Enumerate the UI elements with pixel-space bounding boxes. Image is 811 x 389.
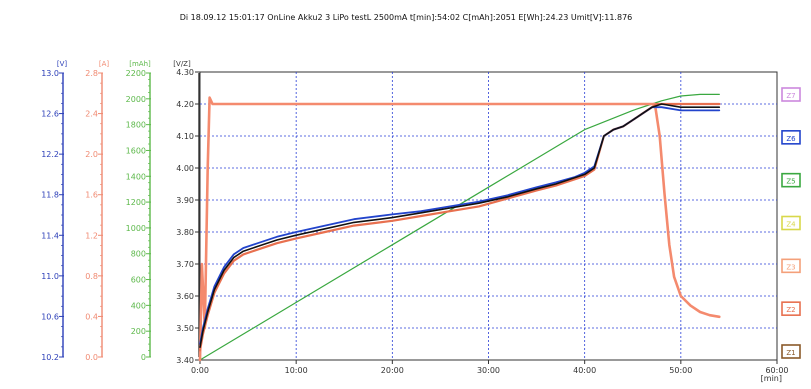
x-tick-label: 50:00 <box>669 366 692 375</box>
capacity-tick-label: 600 <box>131 276 146 285</box>
capacity-tick-label: 400 <box>131 301 146 310</box>
capacity-tick-label: 1000 <box>126 224 146 233</box>
legend-box <box>781 130 801 145</box>
cell-voltage-tick-label: 3.80 <box>176 228 194 237</box>
series-current-line <box>198 96 721 362</box>
chart-header: Di 18.09.12 15:01:17 OnLine Akku2 3 LiPo… <box>180 13 633 22</box>
x-tick-label: 0:00 <box>191 366 209 375</box>
x-axis-label: [min] <box>761 374 782 383</box>
voltage-tick-label: 11.0 <box>41 272 59 281</box>
voltage-axis-unit: [V] <box>57 60 68 68</box>
x-tick-label: 30:00 <box>477 366 500 375</box>
x-axis-ticks: 0:00 10:00 20:00 30:00 40:00 50:00 60:00 <box>191 360 789 375</box>
x-tick-label: 40:00 <box>573 366 596 375</box>
legend: Z7 Z6 Z5 Z4 Z3 Z2 Z1 <box>781 87 801 359</box>
axis-labels: [V] [A] [mAh] [V/Z] [min] <box>57 60 782 383</box>
plot-series <box>198 93 721 362</box>
current-tick-label: 2.4 <box>85 110 98 119</box>
legend-box <box>781 215 801 231</box>
cell-voltage-tick-label: 3.70 <box>176 260 194 269</box>
voltage-tick-label: 12.2 <box>41 150 59 159</box>
current-tick-label: 0.8 <box>85 272 98 281</box>
current-tick-label: 2.0 <box>85 150 98 159</box>
capacity-tick-label: 1200 <box>126 198 146 207</box>
legend-item-z6[interactable]: Z6 <box>781 130 801 145</box>
cell-voltage-tick-label: 3.90 <box>176 196 194 205</box>
x-tick-label: 60:00 <box>765 366 788 375</box>
capacity-tick-label: 1800 <box>126 121 146 130</box>
legend-item-z1[interactable]: Z1 <box>781 344 801 359</box>
capacity-tick-label: 0 <box>141 353 146 362</box>
legend-label: Z6 <box>786 135 796 143</box>
current-axis-unit: [A] <box>99 60 110 68</box>
cell-voltage-tick-label: 4.30 <box>176 68 194 77</box>
cell-voltage-tick-label: 3.40 <box>176 356 194 365</box>
legend-label: Z1 <box>786 349 795 357</box>
capacity-axis-unit: [mAh] <box>129 60 151 68</box>
cell-voltage-tick-label: 3.50 <box>176 324 194 333</box>
series-capacity-line <box>199 93 720 361</box>
legend-box <box>781 87 801 102</box>
current-tick-label: 2.8 <box>85 69 98 78</box>
current-tick-label: 0.4 <box>85 312 98 321</box>
series-cell-black <box>199 103 721 349</box>
voltage-tick-label: 11.8 <box>41 191 59 200</box>
voltage-tick-label: 10.6 <box>41 312 59 321</box>
cell-voltage-tick-label: 4.10 <box>176 132 194 141</box>
cell-voltage-tick-label: 4.20 <box>176 100 194 109</box>
capacity-tick-label: 2200 <box>126 69 146 78</box>
current-tick-label: 1.6 <box>85 191 98 200</box>
x-tick-label: 20:00 <box>381 366 404 375</box>
legend-box <box>781 301 801 316</box>
legend-item-z4[interactable]: Z4 <box>781 215 801 231</box>
capacity-tick-label: 2000 <box>126 95 146 104</box>
voltage-tick-label: 11.4 <box>41 231 59 240</box>
legend-box <box>781 258 801 274</box>
cell-voltage-axis-unit: [V/Z] <box>173 60 191 68</box>
legend-label: Z2 <box>786 306 795 314</box>
cell-voltage-tick-label: 3.60 <box>176 292 194 301</box>
legend-box <box>781 172 801 188</box>
legend-label: Z4 <box>786 221 796 229</box>
voltage-tick-label: 10.2 <box>41 353 59 362</box>
cell-voltage-tick-label: 4.00 <box>176 164 194 173</box>
capacity-tick-label: 1600 <box>126 146 146 155</box>
voltage-tick-label: 13.0 <box>41 69 59 78</box>
plot-grid <box>199 71 778 361</box>
legend-label: Z3 <box>786 263 795 271</box>
x-tick-label: 10:00 <box>285 366 308 375</box>
legend-item-z7[interactable]: Z7 <box>781 87 801 102</box>
y-axes: 13.0 12.6 12.2 11.8 11.4 11.0 10.6 10.2 2.8 2.4 2.… <box>41 68 200 365</box>
capacity-tick-label: 800 <box>131 250 146 259</box>
legend-item-z2[interactable]: Z2 <box>781 301 801 316</box>
voltage-tick-label: 12.6 <box>41 110 59 119</box>
current-tick-label: 1.2 <box>85 231 98 240</box>
capacity-tick-label: 200 <box>131 327 146 336</box>
legend-label: Z5 <box>786 178 795 186</box>
legend-item-z3[interactable]: Z3 <box>781 258 801 274</box>
current-tick-label: 0.0 <box>85 353 98 362</box>
legend-box <box>781 344 801 359</box>
capacity-tick-label: 1400 <box>126 172 146 181</box>
legend-label: Z7 <box>786 92 795 100</box>
legend-item-z5[interactable]: Z5 <box>781 172 801 188</box>
